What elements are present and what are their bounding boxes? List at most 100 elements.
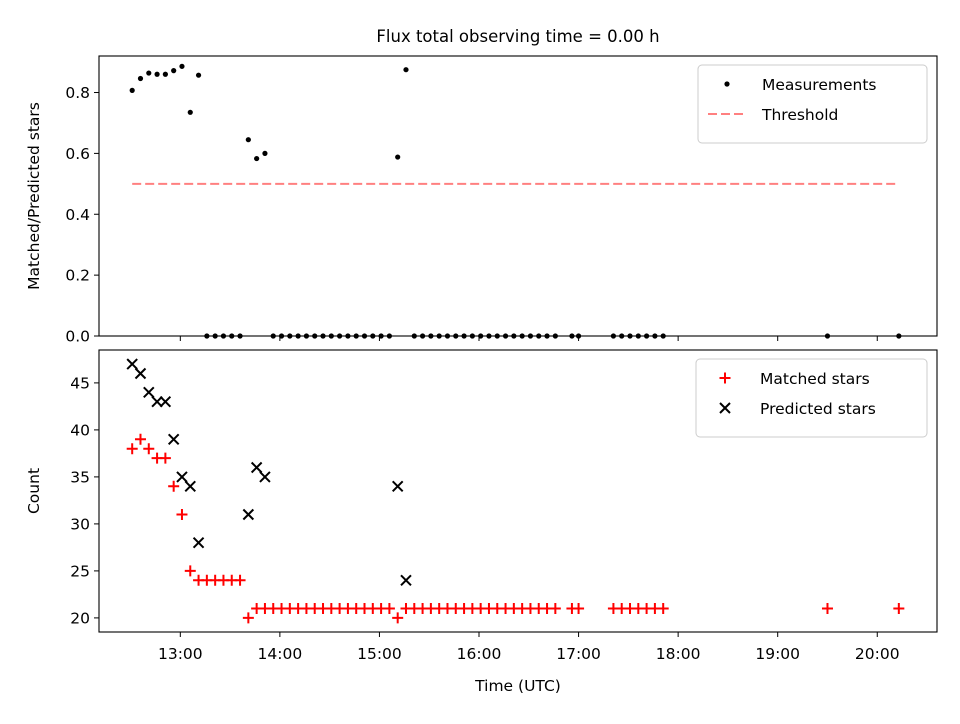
measurement-point <box>204 333 210 339</box>
measurement-point <box>395 154 401 160</box>
measurement-point <box>444 333 451 339</box>
measurement-point <box>229 333 235 339</box>
matched-point <box>242 612 254 624</box>
legend-label: Predicted stars <box>760 400 876 418</box>
x-axis-label: Time (UTC) <box>474 677 561 695</box>
matched-point <box>573 603 585 614</box>
legend-label: Matched stars <box>760 370 870 388</box>
measurement-point <box>494 333 500 339</box>
measurement-point <box>154 71 160 77</box>
matched-point <box>821 603 833 614</box>
measurement-point <box>896 333 902 339</box>
predicted-point <box>391 480 404 493</box>
measurement-point <box>353 333 359 339</box>
measurement-point <box>129 87 135 93</box>
matched-point <box>168 480 180 492</box>
measurement-point <box>320 333 326 339</box>
matched-point <box>176 509 188 520</box>
measurement-point <box>575 333 582 339</box>
axes-frame <box>98 349 938 633</box>
predicted-point <box>143 386 155 399</box>
x-tick-label: 18:00 <box>656 645 701 663</box>
predicted-point <box>184 480 196 493</box>
predicted-point <box>259 471 271 483</box>
measurement-point <box>287 333 293 339</box>
x-tick-label: 19:00 <box>755 645 800 663</box>
y-axis-label: Matched/Predicted stars <box>25 102 43 290</box>
measurement-point <box>627 333 633 339</box>
measurement-point <box>428 333 434 339</box>
legend-marker <box>719 372 731 384</box>
measurement-point <box>237 333 243 339</box>
matched-point <box>392 612 404 624</box>
legend-box <box>695 358 928 438</box>
legend-marker <box>719 402 731 414</box>
measurement-point <box>619 333 625 339</box>
axes-frame <box>98 55 938 337</box>
measurement-point <box>403 67 409 73</box>
chart-title: Flux total observing time = 0.00 h <box>376 27 659 46</box>
predicted-point <box>250 461 263 474</box>
predicted-point <box>167 433 180 446</box>
legend-label: Threshold <box>761 106 838 124</box>
y-tick-label: 20 <box>70 609 90 627</box>
matched-point <box>234 574 246 586</box>
top-panel-ratio: 0.0 0.2 0.4 0.6 0.8 Matched/Predicted stars Me… <box>25 55 938 346</box>
legend-label: Measurements <box>762 76 877 94</box>
matched-point <box>143 443 155 455</box>
predicted-point <box>159 395 172 408</box>
measurement-point <box>644 333 650 339</box>
measurement-point <box>137 75 144 82</box>
predicted-point <box>192 536 205 549</box>
measurement-point <box>436 333 442 339</box>
measurement-point <box>212 333 218 339</box>
measurement-point <box>527 333 534 339</box>
matched-point <box>549 603 561 614</box>
matched-point <box>657 603 669 614</box>
measurement-point <box>361 333 368 339</box>
measurement-point <box>179 63 185 69</box>
legend-marker <box>724 81 730 87</box>
predicted-point <box>126 358 138 370</box>
measurement-point <box>511 333 517 339</box>
measurement-point <box>544 333 550 339</box>
y-tick-label: 0.4 <box>65 206 90 224</box>
measurement-point <box>419 333 426 339</box>
measurement-point <box>220 333 227 339</box>
matched-point <box>383 603 395 614</box>
measurement-point <box>652 333 658 339</box>
measurement-point <box>270 333 276 339</box>
measurement-point <box>569 333 575 339</box>
matched-point <box>134 433 146 445</box>
x-tick-label: 14:00 <box>258 645 303 663</box>
x-tick-label: 15:00 <box>357 645 402 663</box>
measurement-point <box>824 333 831 339</box>
measurement-point <box>278 333 285 339</box>
measurement-point <box>303 333 310 339</box>
predicted-point <box>134 367 147 380</box>
measurement-point <box>635 333 641 339</box>
y-tick-label: 35 <box>70 468 90 486</box>
measurement-point <box>519 333 525 339</box>
x-tick-label: 20:00 <box>855 645 900 663</box>
measurement-point <box>328 333 334 339</box>
y-tick-label: 0.0 <box>65 328 90 346</box>
matched-point <box>159 452 171 464</box>
measurement-point <box>337 333 343 339</box>
x-tick-label: 17:00 <box>556 645 601 663</box>
measurement-point <box>536 333 542 339</box>
measurement-point <box>469 333 475 339</box>
matched-point <box>893 603 905 614</box>
data-layer <box>126 358 905 624</box>
measurement-point <box>254 155 260 162</box>
predicted-point <box>400 574 412 587</box>
y-tick-label: 0.6 <box>65 145 90 163</box>
measurement-point <box>610 333 617 339</box>
y-tick-label: 30 <box>70 515 90 533</box>
measurement-point <box>502 333 509 339</box>
measurement-point <box>370 333 376 339</box>
y-tick-label: 45 <box>70 374 90 392</box>
measurement-point <box>660 333 666 339</box>
measurement-point <box>453 333 459 339</box>
